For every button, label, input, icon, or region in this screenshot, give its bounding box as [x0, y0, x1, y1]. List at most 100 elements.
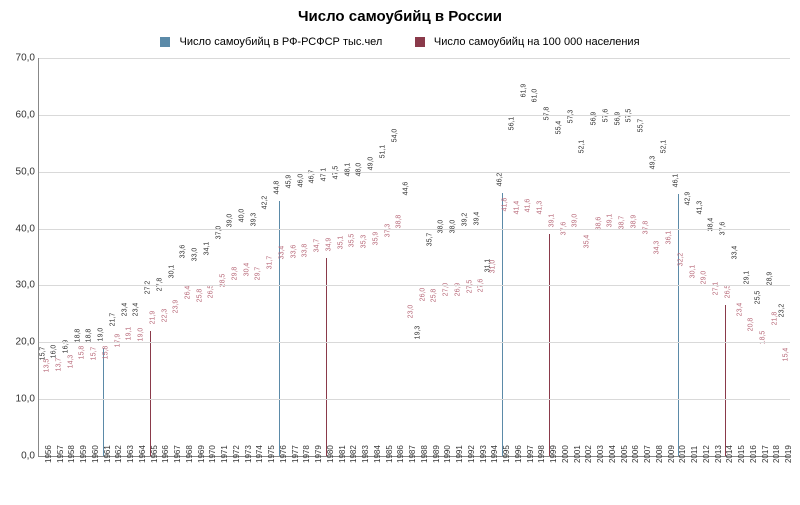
x-tick-label: 2011	[690, 446, 699, 463]
bar-slot: 61,041,3	[532, 58, 544, 456]
x-tick-label: 2008	[655, 445, 664, 463]
bar-label-series1: 19,0	[98, 328, 105, 342]
bar-slot: 38,427,1	[708, 58, 720, 456]
bar-slot: 39,427,6	[473, 58, 485, 456]
bar-label-series1: 33,4	[731, 246, 738, 260]
x-tick-label: 1972	[232, 445, 241, 463]
bar-slot: 47,535,1	[332, 58, 344, 456]
x-tick-label: 1964	[138, 445, 147, 463]
x-tick-label: 1968	[185, 445, 194, 463]
bar-slot: 47,134,9	[321, 58, 333, 456]
legend: Число самоубийц в РФ-РСФСР тыс.чел Число…	[0, 32, 800, 50]
x-tick-label: 2014	[725, 445, 734, 463]
x-tick-label: 1971	[220, 445, 229, 463]
bar-label-series1: 45,9	[285, 175, 292, 189]
bar-label-series2: 26,0	[419, 288, 426, 302]
bar-label-series1: 56,1	[508, 117, 515, 131]
y-tick-label: 30,0	[16, 280, 39, 291]
bar-label-series1: 38,0	[438, 220, 445, 234]
bar-slot: 29,120,8	[743, 58, 755, 456]
bar-label-series1: 42,9	[684, 192, 691, 206]
bar-label-series1: 46,2	[497, 173, 504, 187]
bar-label-series1: 18,8	[74, 329, 81, 343]
bar-slot: 39,227,5	[461, 58, 473, 456]
bar-slot: 51,137,3	[379, 58, 391, 456]
bar-slot: 23,419,1	[121, 58, 133, 456]
x-tick-label: 1961	[103, 445, 112, 463]
bar-label-series1: 46,0	[297, 174, 304, 188]
x-tick-label: 1997	[526, 445, 535, 463]
bar-slot: 56,141,4	[508, 58, 520, 456]
bar-label-series1: 35,7	[426, 233, 433, 247]
bar-label-series1: 39,2	[461, 213, 468, 227]
bar-slot: 23,215,4	[778, 58, 790, 456]
x-tick-label: 2003	[596, 445, 605, 463]
x-tick-label: 1984	[373, 445, 382, 463]
bar-slot: 18,815,7	[86, 58, 98, 456]
bar-slot: 38,026,9	[450, 58, 462, 456]
bar-label-series1: 23,2	[778, 304, 785, 318]
y-tick-label: 60,0	[16, 109, 39, 120]
bar-label-series1: 44,6	[403, 182, 410, 196]
chart-container: Число самоубийц в России Число самоубийц…	[0, 0, 800, 505]
bar-slot: 23,419,0	[133, 58, 145, 456]
bar-slot: 45,933,6	[285, 58, 297, 456]
x-tick-label: 1978	[302, 445, 311, 463]
x-tick-label: 1977	[291, 445, 300, 463]
bar-slot: 49,035,9	[368, 58, 380, 456]
bar-label-series2: 31,0	[490, 259, 497, 273]
bar-label-series1: 18,8	[86, 329, 93, 343]
bar-slot: 33,626,4	[180, 58, 192, 456]
x-tick-label: 2005	[620, 445, 629, 463]
x-tick-label: 1974	[255, 445, 264, 463]
x-tick-label: 1995	[502, 445, 511, 463]
bar-label-series1: 15,7	[39, 346, 46, 360]
bar-label-series1: 19,3	[415, 326, 422, 340]
legend-swatch-2	[415, 37, 425, 47]
bar-label-series1: 41,3	[696, 201, 703, 215]
x-tick-label: 2002	[584, 445, 593, 463]
bar-slot: 16,914,3	[62, 58, 74, 456]
x-tick-label: 1959	[79, 445, 88, 463]
bar-slot: 56,938,6	[591, 58, 603, 456]
x-tick-label: 1960	[91, 445, 100, 463]
bar-slot: 46,132,2	[673, 58, 685, 456]
bar-slot: 44,623,0	[403, 58, 415, 456]
bar-slot: 31,131,0	[485, 58, 497, 456]
bar-label-series1: 33,6	[180, 245, 187, 259]
bar-slot: 25,518,5	[755, 58, 767, 456]
x-tick-label: 1985	[385, 445, 394, 463]
legend-label-1: Число самоубийц в РФ-РСФСР тыс.чел	[180, 36, 383, 48]
bar-slot: 54,038,8	[391, 58, 403, 456]
x-tick-label: 1965	[150, 445, 159, 463]
x-tick-label: 1979	[314, 445, 323, 463]
x-tick-label: 2001	[573, 445, 582, 463]
bars-layer: 15,713,516,013,716,914,318,815,818,815,7…	[39, 58, 790, 456]
bar-label-series1: 47,1	[321, 168, 328, 182]
chart-title: Число самоубийц в России	[0, 8, 800, 25]
bar-slot: 52,136,1	[661, 58, 673, 456]
bar-label-series1: 44,8	[274, 181, 281, 195]
bar-label-series1: 48,0	[356, 163, 363, 177]
bar-label-series1: 23,4	[133, 303, 140, 317]
x-tick-label: 1969	[197, 445, 206, 463]
x-tick-label: 1963	[126, 445, 135, 463]
bar-slot: 57,538,9	[626, 58, 638, 456]
bar-label-series1: 42,2	[262, 196, 269, 210]
x-tick-label: 1991	[455, 445, 464, 463]
x-tick-label: 1962	[114, 445, 123, 463]
gridline	[39, 115, 790, 116]
x-tick-label: 1956	[44, 445, 53, 463]
bar-slot: 37,626,5	[720, 58, 732, 456]
y-tick-label: 70,0	[16, 53, 39, 64]
bar-slot: 37,028,5	[215, 58, 227, 456]
bar-slot: 33,025,8	[192, 58, 204, 456]
bar-slot: 42,930,1	[684, 58, 696, 456]
x-tick-label: 1994	[490, 445, 499, 463]
bar-slot: 15,713,5	[39, 58, 51, 456]
bar-slot: 27,221,9	[145, 58, 157, 456]
x-tick-label: 1989	[432, 445, 441, 463]
x-tick-label: 1957	[56, 445, 65, 463]
gridline	[39, 172, 790, 173]
bar-label-series1: 57,3	[567, 110, 574, 124]
